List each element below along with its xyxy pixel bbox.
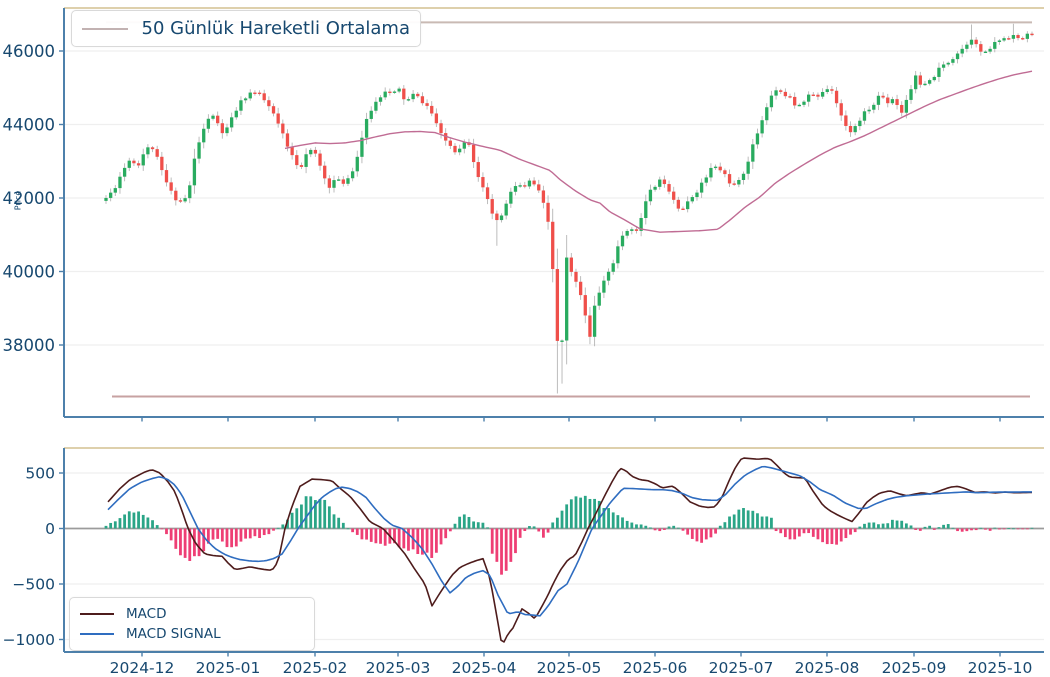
svg-text:2025-07: 2025-07 xyxy=(709,659,774,677)
macd-signal-line-sample-icon xyxy=(80,633,114,635)
svg-text:−1000: −1000 xyxy=(3,631,55,649)
ma50-legend-label: 50 Günlük Hareketli Ortalama xyxy=(141,18,410,39)
macd-histogram xyxy=(104,495,1034,575)
svg-text:38000: 38000 xyxy=(3,336,56,355)
y-axis-title: Price xyxy=(13,190,23,211)
svg-text:46000: 46000 xyxy=(3,42,56,61)
svg-text:500: 500 xyxy=(25,465,55,483)
svg-text:2024-12: 2024-12 xyxy=(110,659,175,677)
candlesticks xyxy=(104,23,1034,394)
svg-text:2025-01: 2025-01 xyxy=(196,659,261,677)
gridlines xyxy=(64,50,1044,641)
svg-text:−500: −500 xyxy=(12,576,55,594)
support-resistance-lines xyxy=(106,21,1032,398)
svg-text:2025-02: 2025-02 xyxy=(283,659,348,677)
ma50-line xyxy=(284,70,1033,233)
svg-text:42000: 42000 xyxy=(3,189,56,208)
axis-ticks-labels: 46000 44000 42000 40000 38000 500 0 −500 −1000 20… xyxy=(3,42,1033,677)
svg-text:44000: 44000 xyxy=(3,116,56,135)
svg-text:2025-10: 2025-10 xyxy=(968,659,1033,677)
svg-text:2025-03: 2025-03 xyxy=(366,659,431,677)
svg-text:2025-04: 2025-04 xyxy=(452,659,517,677)
macd-line-sample-icon xyxy=(80,613,114,615)
svg-text:2025-09: 2025-09 xyxy=(882,659,947,677)
svg-text:0: 0 xyxy=(45,520,55,538)
macd-lines xyxy=(107,457,1033,643)
legend-macd: MACD MACD SIGNAL xyxy=(69,597,315,651)
macd-signal-legend-label: MACD SIGNAL xyxy=(126,626,221,642)
macd-legend-label: MACD xyxy=(126,606,167,622)
legend-moving-average: 50 Günlük Hareketli Ortalama xyxy=(71,10,421,47)
svg-text:2025-06: 2025-06 xyxy=(623,659,688,677)
svg-text:40000: 40000 xyxy=(3,263,56,282)
svg-text:2025-08: 2025-08 xyxy=(795,659,860,677)
ma50-line-sample-icon xyxy=(82,27,128,30)
svg-text:2025-05: 2025-05 xyxy=(537,659,602,677)
